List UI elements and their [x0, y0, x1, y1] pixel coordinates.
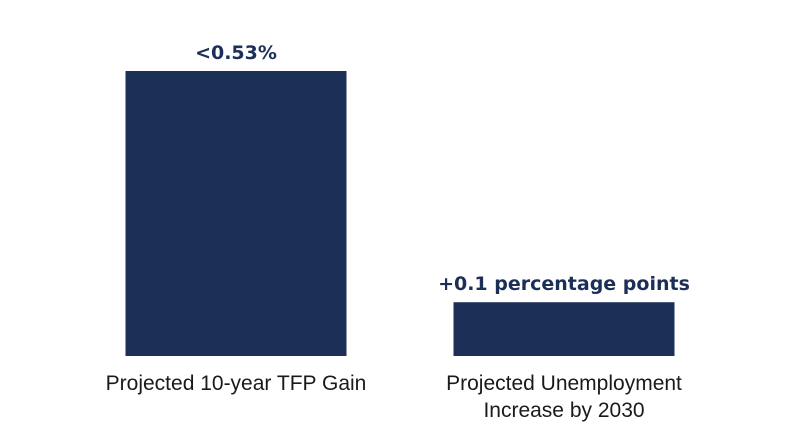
data-label-2: +0.1 percentage points — [438, 273, 690, 295]
bar-2 — [453, 302, 675, 356]
category-label-1: Projected 10-year TFP Gain — [106, 372, 367, 395]
data-label-1: <0.53% — [195, 42, 277, 64]
category-labels-group: Projected 10-year TFP Gain Projected Unem… — [106, 372, 682, 422]
category-label-line: Projected 10-year TFP Gain — [106, 372, 367, 395]
category-label-2: Projected Unemployment Increase by 2030 — [446, 372, 682, 422]
data-labels-group: <0.53% +0.1 percentage points — [195, 42, 690, 295]
bar-1 — [125, 71, 347, 356]
bars-group — [125, 71, 675, 356]
category-label-line: Increase by 2030 — [483, 399, 644, 422]
category-label-line: Projected Unemployment — [446, 372, 682, 395]
